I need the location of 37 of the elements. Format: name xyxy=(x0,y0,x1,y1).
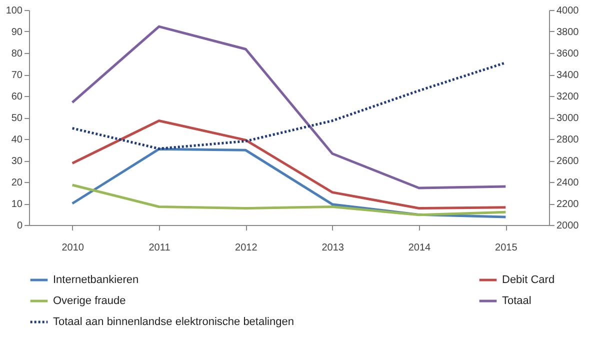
y-tick-label: 50 xyxy=(11,113,23,124)
y2-tick-label: 2800 xyxy=(556,134,580,146)
y-tick-label: 30 xyxy=(11,156,23,167)
x-tick-label: 2015 xyxy=(495,242,518,254)
y2-tick-label: 2000 xyxy=(556,220,580,232)
y-tick-label: 60 xyxy=(11,92,23,102)
x-tick-label: 2010 xyxy=(62,242,84,254)
y2-tick-label: 2200 xyxy=(556,199,580,210)
y-tick-label: 0 xyxy=(16,220,23,232)
y-tick-label: 100 xyxy=(6,6,23,16)
y2-tick-label: 3000 xyxy=(556,113,580,124)
line-series xyxy=(71,25,507,190)
x-tick-label: 2013 xyxy=(322,242,344,254)
y-tick-label: 80 xyxy=(11,48,23,60)
y2-tick-label: 2600 xyxy=(556,156,580,167)
y2-tick-label: 3200 xyxy=(556,92,580,102)
y-tick-label: 90 xyxy=(11,27,23,38)
y2-tick-label: 4000 xyxy=(556,6,580,16)
y2-tick-label: 3600 xyxy=(556,48,580,60)
line-series xyxy=(71,61,507,150)
x-tick-label: 2011 xyxy=(148,242,171,254)
x-tick-label: 2012 xyxy=(235,242,258,254)
line-series xyxy=(71,184,507,216)
y-tick-label: 20 xyxy=(11,178,23,188)
y2-tick-label: 3400 xyxy=(556,70,580,81)
y2-tick-label: 2400 xyxy=(556,178,580,188)
line-series xyxy=(71,119,507,210)
x-tick-label: 2014 xyxy=(408,242,432,254)
legend-label: Overige fraude xyxy=(53,295,126,307)
legend-label: Debit Card xyxy=(502,274,555,286)
y2-tick-label: 3800 xyxy=(556,27,580,38)
legend-label: Totaal aan binnenlandse elektronische betalingen xyxy=(53,316,294,328)
legend-label: Totaal xyxy=(502,295,532,307)
y-tick-label: 70 xyxy=(11,70,23,81)
y-tick-label: 40 xyxy=(11,134,23,146)
y-tick-label: 10 xyxy=(11,199,23,210)
legend-label: Internetbankieren xyxy=(53,274,139,286)
